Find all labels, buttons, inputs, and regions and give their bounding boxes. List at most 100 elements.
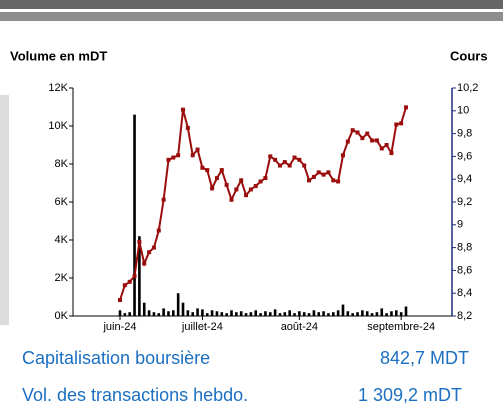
price-marker bbox=[239, 178, 244, 183]
price-marker bbox=[287, 163, 292, 168]
price-marker bbox=[244, 193, 249, 198]
volume-bar bbox=[235, 312, 238, 316]
x-tick-label: juin-24 bbox=[102, 321, 136, 333]
x-tick-label: août-24 bbox=[281, 321, 318, 333]
price-marker bbox=[311, 174, 316, 179]
volume-bar bbox=[341, 304, 345, 316]
price-marker bbox=[122, 283, 127, 288]
volume-bar bbox=[375, 312, 379, 316]
volume-bar bbox=[264, 311, 267, 316]
price-marker bbox=[316, 170, 321, 175]
volume-bar bbox=[249, 312, 253, 316]
price-marker bbox=[200, 165, 205, 170]
y2-tick-label: 9,2 bbox=[457, 196, 472, 208]
price-marker bbox=[185, 125, 190, 130]
volume-bar bbox=[191, 312, 195, 316]
price-marker bbox=[389, 150, 394, 155]
price-marker bbox=[118, 298, 122, 303]
stat-label: Vol. des transactions hebdo. bbox=[22, 385, 248, 405]
volume-bar bbox=[322, 311, 325, 316]
stat-value: 842,7 MDT bbox=[380, 348, 469, 368]
volume-bar bbox=[157, 313, 161, 316]
price-marker bbox=[384, 143, 389, 147]
price-marker bbox=[350, 128, 355, 133]
y2-tick-label: 9,4 bbox=[457, 173, 472, 185]
price-marker bbox=[394, 122, 399, 127]
price-marker bbox=[137, 239, 142, 244]
price-marker bbox=[147, 250, 152, 255]
price-marker bbox=[248, 187, 253, 192]
volume-bar bbox=[346, 311, 350, 316]
volume-bar bbox=[230, 310, 233, 316]
price-marker bbox=[151, 245, 156, 250]
y-tick-label: 6K bbox=[55, 196, 69, 208]
volume-bar bbox=[244, 313, 248, 316]
y2-tick-label: 9 bbox=[457, 219, 463, 231]
volume-bar bbox=[370, 313, 374, 316]
price-marker bbox=[229, 197, 234, 202]
price-marker bbox=[336, 179, 341, 184]
price-marker bbox=[205, 168, 210, 173]
volume-bar bbox=[302, 312, 306, 316]
volume-bar bbox=[327, 313, 330, 316]
y2-tick-label: 10 bbox=[457, 105, 469, 117]
price-marker bbox=[161, 197, 166, 202]
volume-bar bbox=[196, 308, 199, 316]
volume-bar bbox=[390, 311, 393, 316]
volume-bar bbox=[399, 312, 403, 316]
volume-bar bbox=[138, 236, 141, 316]
price-marker bbox=[374, 138, 379, 143]
volume-bar bbox=[331, 312, 335, 316]
x-tick-label: septembre-24 bbox=[367, 321, 435, 333]
volume-bar bbox=[133, 114, 136, 316]
y2-tick-label: 8,2 bbox=[457, 310, 472, 322]
price-marker bbox=[370, 138, 375, 143]
volume-bar bbox=[380, 308, 384, 316]
stat-label: Capitalisation boursière bbox=[22, 348, 210, 368]
volume-bar bbox=[210, 310, 214, 316]
volume-bar bbox=[220, 312, 224, 316]
y-tick-label: 10K bbox=[48, 120, 68, 132]
volume-bar bbox=[254, 310, 258, 316]
price-marker bbox=[379, 146, 384, 151]
price-marker bbox=[171, 155, 176, 160]
volume-bar bbox=[215, 311, 219, 316]
y-axis-title: Volume en mDT bbox=[10, 48, 107, 63]
price-marker bbox=[214, 176, 219, 181]
volume-bar bbox=[152, 312, 156, 316]
price-marker bbox=[340, 153, 345, 158]
price-marker bbox=[307, 178, 312, 183]
stat-value: 1 309,2 mDT bbox=[358, 385, 462, 405]
price-marker bbox=[297, 157, 302, 162]
price-marker bbox=[355, 130, 360, 135]
price-marker bbox=[156, 228, 161, 233]
y2-tick-label: 8,6 bbox=[457, 264, 472, 276]
price-marker bbox=[268, 154, 273, 159]
volume-bar bbox=[181, 302, 185, 316]
volume-bar bbox=[307, 313, 311, 316]
volume-bar bbox=[205, 313, 209, 316]
volume-bar bbox=[118, 310, 122, 316]
side-strip bbox=[0, 95, 9, 325]
price-marker bbox=[345, 139, 350, 144]
volume-bar bbox=[239, 311, 243, 316]
price-marker bbox=[127, 279, 132, 284]
volume-bar bbox=[283, 312, 287, 316]
volume-bar bbox=[395, 310, 398, 316]
price-marker bbox=[224, 182, 229, 187]
volume-bar bbox=[142, 302, 146, 316]
volume-bar bbox=[167, 311, 170, 316]
volume-bar bbox=[351, 313, 354, 316]
y2-tick-label: 8,8 bbox=[457, 242, 472, 254]
volume-bar bbox=[317, 312, 321, 316]
price-marker bbox=[326, 170, 331, 175]
price-marker bbox=[282, 160, 287, 165]
y2-tick-label: 9,6 bbox=[457, 150, 472, 162]
price-marker bbox=[181, 107, 186, 112]
volume-bar bbox=[268, 312, 272, 316]
volume-bar bbox=[225, 313, 228, 316]
volume-bar bbox=[288, 310, 291, 316]
volume-bar bbox=[293, 313, 296, 316]
price-marker bbox=[292, 155, 297, 160]
price-marker bbox=[277, 163, 282, 168]
